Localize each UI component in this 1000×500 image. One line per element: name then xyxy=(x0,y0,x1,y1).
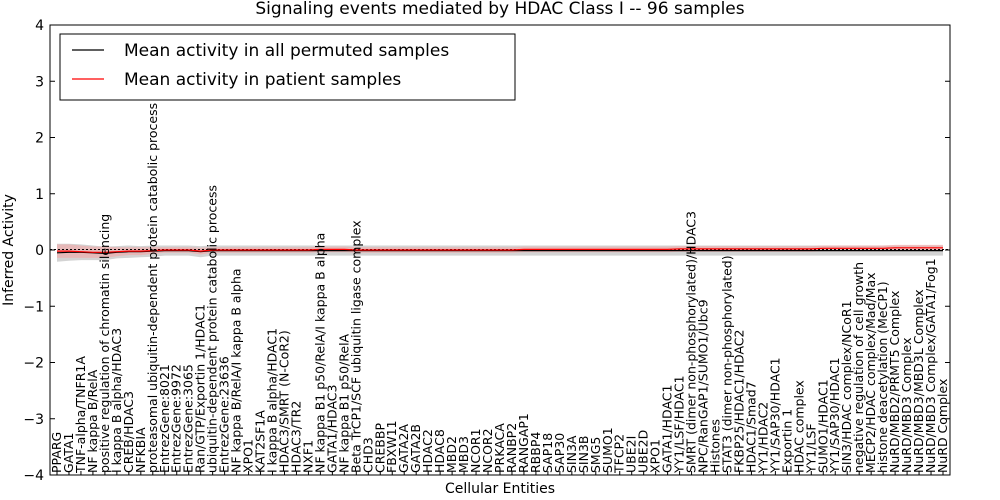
x-tick-label: CREB/HDAC3 xyxy=(121,391,136,473)
x-tick-label: SAP30 xyxy=(552,433,567,473)
y-tick-label: 0 xyxy=(35,243,44,259)
x-tick-label: Exportin 1 xyxy=(779,409,794,473)
x-tick-label: YY1/HDAC2 xyxy=(755,402,770,474)
x-tick-label: SUMO1 xyxy=(600,427,615,473)
y-tick-label: −3 xyxy=(23,412,44,428)
y-tick-label: −2 xyxy=(23,356,44,372)
confidence-bands xyxy=(57,243,943,262)
x-tick-label: I kappa B alpha/HDAC1 xyxy=(265,328,280,473)
x-tick-label: NF kappa B1 p50/RelA/I kappa B alpha xyxy=(312,233,327,473)
x-tick-label: NuRD/MBD3/MBD3L Complex xyxy=(911,289,926,473)
x-tick-label: TNF-alpha/TNFR1A xyxy=(73,356,88,474)
legend: Mean activity in all permuted samples Me… xyxy=(59,33,516,101)
x-tick-label: NF kappa B/RelA xyxy=(85,369,100,473)
x-tick-label: HDAC8 xyxy=(432,429,447,473)
y-axis-ticks: −4 −3 −2 −1 0 1 2 3 4 xyxy=(23,18,950,484)
x-tick-label: Histones xyxy=(708,419,723,473)
chart-title: Signaling events mediated by HDAC Class … xyxy=(255,0,744,19)
y-axis-label: Inferred Activity xyxy=(1,194,17,306)
plot-frame xyxy=(49,24,951,476)
x-tick-label: MBD3 xyxy=(456,436,471,473)
x-tick-label: GATA1 xyxy=(61,433,76,473)
x-tick-label: KAT2SF1A xyxy=(253,410,268,473)
y-tick-label: 2 xyxy=(35,131,44,147)
x-tick-label: XPO1 xyxy=(648,439,663,473)
y-tick-label: 4 xyxy=(35,18,44,34)
x-tick-label: RANGAP1 xyxy=(516,413,531,473)
x-tick-label: UBE2D xyxy=(636,430,651,473)
x-tick-label: GATA2A xyxy=(396,424,411,473)
x-tick-label: HDAC3/TR2 xyxy=(289,401,304,473)
legend-label-permuted: Mean activity in all permuted samples xyxy=(124,41,449,61)
x-tick-label: NCOR2 xyxy=(480,428,495,473)
x-tick-label: SIN3/HDAC complex/NCoR1 xyxy=(839,300,854,473)
x-tick-label: Ran/GTP/Exportin 1/HDAC1 xyxy=(193,304,208,473)
x-tick-label: SIN3A xyxy=(564,435,579,473)
x-tick-label: Beta TrCP1/SCF ubiquitin ligase complex xyxy=(348,220,363,473)
x-tick-label: proteasomal ubiquitin-dependent protein … xyxy=(145,103,160,473)
x-tick-label: negative regulation of cell growth xyxy=(851,262,866,473)
x-axis-label: Cellular Entities xyxy=(445,481,555,497)
x-tick-label: XPO1 xyxy=(241,439,256,473)
legend-label-patient: Mean activity in patient samples xyxy=(124,70,401,90)
x-tick-label: NuRD/MBD3 Complex/GATA1/Fog1 xyxy=(923,258,938,473)
x-tick-label: MBD2 xyxy=(444,436,459,473)
x-tick-label: HDAC1/Smad7 xyxy=(743,381,758,473)
x-tick-label: RANBP2 xyxy=(504,423,519,473)
x-tick-label: SAP18 xyxy=(540,433,555,473)
x-tick-label: SMRT (dimer non-phosphorylated)/HDAC3 xyxy=(684,211,699,473)
x-tick-label: SMG5 xyxy=(588,437,603,473)
x-tick-label: CHD3 xyxy=(360,437,375,473)
x-tick-label: HDAC complex xyxy=(791,380,806,473)
x-tick-label: NCOR1 xyxy=(468,428,483,473)
x-tick-label: NFKBIA xyxy=(133,427,148,473)
x-tick-label: NXF1 xyxy=(300,440,315,473)
x-tick-label: FBXW11 xyxy=(384,420,399,473)
x-tick-label: EntrezGene:23636 xyxy=(217,356,232,473)
legend-box xyxy=(59,33,516,101)
x-tick-label: PPARG xyxy=(49,432,64,473)
x-tick-label: EntrezGene:3065 xyxy=(181,364,196,473)
x-tick-label: I kappa B alpha/HDAC3 xyxy=(109,328,124,473)
x-tick-label: EntrezGene:8021 xyxy=(157,364,172,473)
x-tick-label: NF kappa B/RelA/I kappa B alpha xyxy=(229,268,244,473)
x-tick-label: NuRD Complex xyxy=(935,379,950,473)
x-tick-label: histone deacetylation (MeCP1) xyxy=(875,281,890,473)
x-tick-label: SIN3B xyxy=(576,436,591,474)
x-tick-label: positive regulation of chromatin silenci… xyxy=(97,214,112,473)
y-tick-label: −4 xyxy=(23,468,44,484)
y-tick-label: 3 xyxy=(35,74,44,90)
x-tick-label: NF kappa B1 p50/RelA xyxy=(336,333,351,473)
x-tick-label: MECP2/HDAC complex/Mad/Max xyxy=(863,272,878,473)
x-tick-label: PRKACA xyxy=(492,423,507,473)
series-lines xyxy=(56,247,943,255)
x-tick-label: GATA1/HDAC3 xyxy=(324,385,339,473)
x-tick-label: GATA1/HDAC1 xyxy=(660,385,675,473)
y-tick-label: 1 xyxy=(35,187,44,203)
x-tick-label: STAT3 (dimer non-phosphorylated) xyxy=(720,255,735,473)
x-tick-label: GATA2B xyxy=(408,424,423,473)
x-tick-label: YY1/SAP30/HDAC1 xyxy=(767,357,782,474)
y-tick-label: −1 xyxy=(23,299,44,315)
x-tick-label: HDAC2 xyxy=(420,429,435,473)
x-tick-label: TFCP2 xyxy=(612,434,627,474)
x-tick-label: UBE2I xyxy=(624,436,639,473)
x-tick-label: NPC/RanGAP1/SUMO1/Ubc9 xyxy=(696,299,711,473)
line-series-1 xyxy=(57,247,943,253)
x-tick-label: SUMO1/HDAC1 xyxy=(815,379,830,473)
x-tick-label: NuRD/MBD3 Complex xyxy=(899,337,914,473)
x-tick-label: FKBP25/HDAC1/HDAC2 xyxy=(732,330,747,473)
x-tick-label: YY1/SAP30/HDAC1 xyxy=(827,357,842,474)
x-tick-label: EntrezGene:9972 xyxy=(169,364,184,473)
x-tick-label: RBBP4 xyxy=(528,432,543,473)
x-tick-label: YY1/LSF/HDAC1 xyxy=(672,375,687,474)
x-tick-label: NuRD/MBD2/PRMT5 Complex xyxy=(887,291,902,473)
x-tick-label: CREBBP xyxy=(372,423,387,473)
x-tick-label: ubiquitin-dependent protein catabolic pr… xyxy=(205,185,220,473)
x-tick-label: HDAC3/SMRT (N-CoR2) xyxy=(277,330,292,473)
x-tick-label: YY1/LSF xyxy=(803,423,818,474)
